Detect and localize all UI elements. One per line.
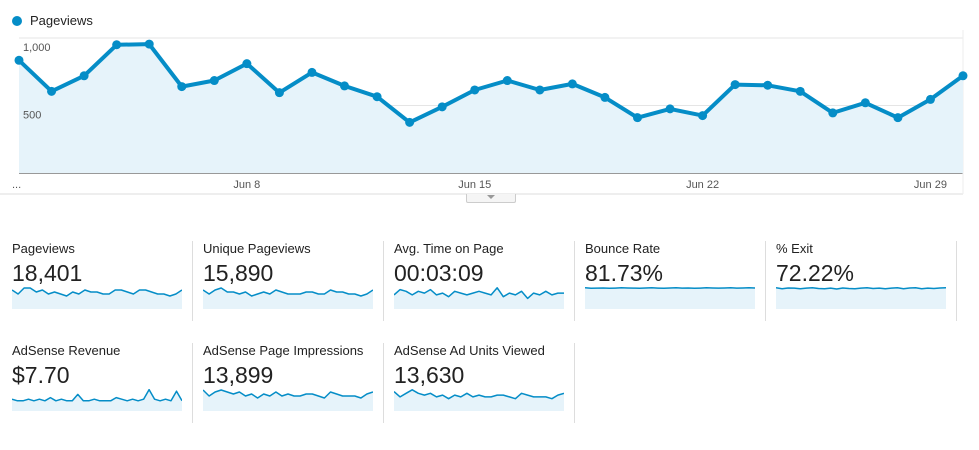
data-point: [567, 79, 577, 89]
metric-pageviews[interactable]: Pageviews 18,401: [12, 241, 193, 321]
data-point: [470, 85, 480, 95]
y-tick-label: 1,000: [23, 42, 51, 54]
metric-label: AdSense Ad Units Viewed: [394, 343, 545, 358]
metric-label: Unique Pageviews: [203, 241, 311, 256]
metric-sparkline: [776, 287, 946, 309]
sparkline-area: [394, 389, 564, 411]
data-point: [893, 113, 903, 123]
data-point: [372, 92, 382, 102]
x-tick-label: ...: [12, 179, 21, 191]
metric-sparkline: [585, 287, 755, 309]
data-point: [242, 59, 252, 69]
metric-sparkline: [203, 389, 373, 411]
x-tick-label: Jun 22: [686, 179, 719, 191]
metric-value: $7.70: [12, 362, 70, 388]
metric-sparkline: [394, 389, 564, 411]
series-line: [17, 42, 965, 125]
data-point: [47, 86, 57, 96]
data-point: [665, 104, 675, 114]
data-point: [405, 117, 415, 127]
data-point: [730, 80, 740, 90]
sparkline-area: [12, 288, 182, 309]
data-point: [307, 67, 317, 77]
sparkline-line: [12, 287, 182, 297]
x-tick-label: Jun 15: [458, 179, 491, 191]
series-area: [19, 44, 963, 173]
metric-value: 00:03:09: [394, 260, 484, 286]
data-point: [763, 80, 773, 90]
metric-exit-rate[interactable]: % Exit 72.22%: [776, 241, 957, 321]
metric-bounce-rate[interactable]: Bounce Rate 81.73%: [585, 241, 766, 321]
sparkline-area: [776, 287, 946, 309]
metric-adsense-page-impressions[interactable]: AdSense Page Impressions 13,899: [203, 343, 384, 423]
data-point: [209, 76, 219, 86]
data-point: [79, 71, 89, 81]
sparkline-line: [12, 389, 182, 402]
data-point: [274, 88, 284, 98]
x-tick-label: Jun 29: [914, 179, 947, 191]
metric-label: AdSense Page Impressions: [203, 343, 364, 358]
sparkline-area: [203, 390, 373, 411]
metric-value: 15,890: [203, 260, 274, 286]
chart-legend[interactable]: Pageviews: [12, 13, 93, 28]
data-point: [698, 111, 708, 121]
data-point: [958, 71, 968, 81]
metric-value: 18,401: [12, 260, 83, 286]
data-point: [795, 86, 805, 96]
x-tick-label: Jun 8: [233, 179, 260, 191]
metric-unique-pageviews[interactable]: Unique Pageviews 15,890: [203, 241, 384, 321]
metric-value: 13,630: [394, 362, 465, 388]
sparkline-area: [394, 287, 564, 309]
sparkline-line: [394, 287, 564, 300]
metric-sparkline: [12, 389, 182, 411]
data-point: [502, 76, 512, 86]
chart-collapse-toggle[interactable]: [466, 194, 516, 203]
data-point: [144, 39, 154, 49]
legend-label: Pageviews: [30, 13, 93, 28]
metric-avg-time-on-page[interactable]: Avg. Time on Page 00:03:09: [394, 241, 575, 321]
data-point: [535, 85, 545, 95]
data-point: [14, 55, 24, 65]
metric-adsense-revenue[interactable]: AdSense Revenue $7.70: [12, 343, 193, 423]
metric-sparkline: [203, 287, 373, 309]
metric-label: Bounce Rate: [585, 241, 661, 256]
metric-value: 72.22%: [776, 260, 855, 286]
metric-label: AdSense Revenue: [12, 343, 121, 358]
data-point: [177, 82, 187, 92]
data-point: [437, 102, 447, 112]
data-point: [925, 94, 935, 104]
data-point: [600, 92, 610, 102]
sparkline-line: [203, 389, 373, 399]
metric-sparkline: [12, 287, 182, 309]
sparkline-line: [585, 287, 755, 290]
data-point: [860, 98, 870, 108]
pageviews-chart[interactable]: 1,000 500... Jun 8 Jun 15 Jun 22 Jun 29: [0, 30, 979, 195]
sparkline-line: [394, 389, 564, 400]
sparkline-area: [203, 288, 373, 309]
metric-label: Pageviews: [12, 241, 75, 256]
data-point: [112, 40, 122, 50]
sparkline-line: [203, 287, 373, 297]
metric-value: 81.73%: [585, 260, 664, 286]
sparkline-area: [585, 287, 755, 309]
metric-label: Avg. Time on Page: [394, 241, 504, 256]
metric-adsense-ad-units-viewed[interactable]: AdSense Ad Units Viewed 13,630: [394, 343, 575, 423]
data-point: [340, 81, 350, 91]
y-tick-label: 500: [23, 110, 41, 122]
data-point: [828, 108, 838, 118]
legend-dot-icon: [12, 15, 22, 26]
data-point: [632, 113, 642, 123]
sparkline-line: [776, 287, 946, 290]
metric-value: 13,899: [203, 362, 274, 388]
metric-sparkline: [394, 287, 564, 309]
metric-label: % Exit: [776, 241, 813, 256]
